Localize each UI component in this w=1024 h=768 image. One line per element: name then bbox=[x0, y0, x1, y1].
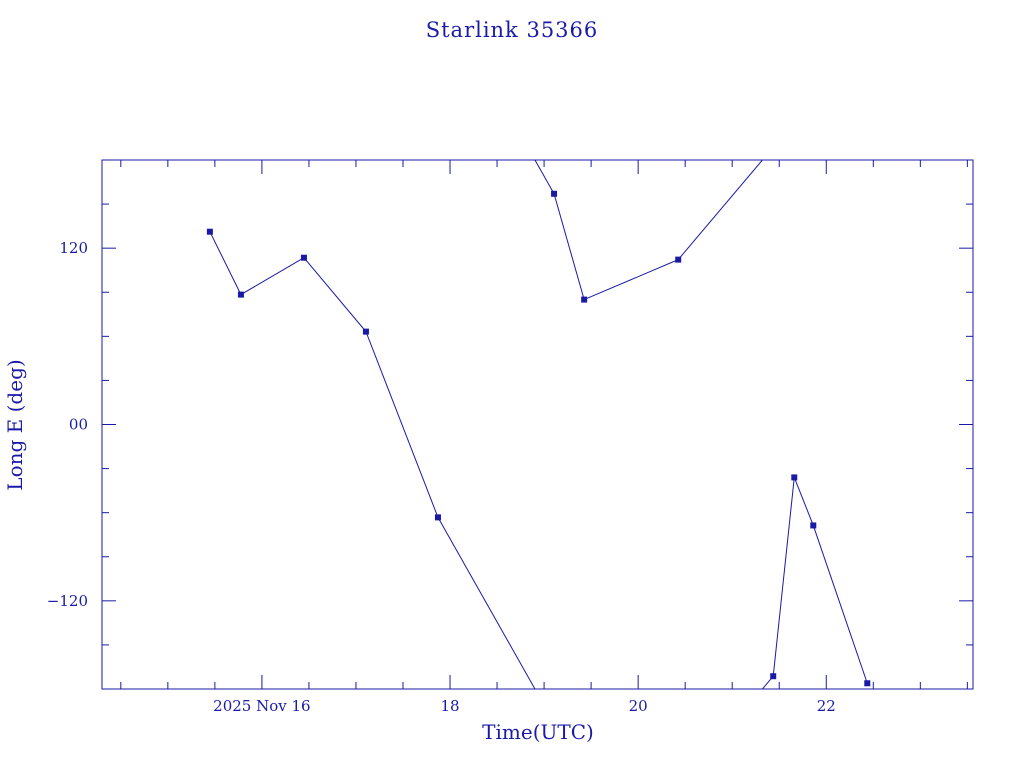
y-tick-label: 120 bbox=[59, 239, 88, 257]
data-point bbox=[864, 680, 871, 687]
series-segment bbox=[761, 675, 774, 689]
data-point bbox=[810, 522, 817, 529]
x-tick-label: 2025 Nov 16 bbox=[213, 697, 310, 715]
x-axis-label: Time(UTC) bbox=[482, 720, 594, 744]
series-segment bbox=[812, 525, 868, 684]
x-tick-label: 20 bbox=[629, 697, 648, 715]
chart-title: Starlink 35366 bbox=[426, 18, 599, 42]
data-point bbox=[237, 291, 244, 298]
data-point bbox=[551, 190, 558, 197]
x-tick-label: 18 bbox=[440, 697, 459, 715]
series-segment bbox=[240, 257, 305, 296]
series-segment bbox=[583, 259, 679, 301]
y-tick-label: 00 bbox=[69, 416, 88, 434]
series-segment bbox=[772, 477, 795, 677]
series-segment bbox=[365, 331, 439, 518]
data-point bbox=[300, 254, 307, 261]
series-segment bbox=[437, 517, 536, 689]
data-point bbox=[362, 328, 369, 335]
data-point bbox=[434, 514, 441, 521]
series-segment bbox=[303, 257, 367, 332]
y-tick-label: −120 bbox=[47, 592, 88, 610]
data-point bbox=[770, 673, 777, 680]
y-axis-label: Long E (deg) bbox=[3, 359, 27, 490]
series-segment bbox=[677, 160, 764, 260]
data-point bbox=[581, 296, 588, 303]
series-segment bbox=[209, 231, 242, 295]
data-point bbox=[675, 256, 682, 263]
data-point bbox=[206, 228, 213, 235]
series-segment bbox=[793, 477, 814, 526]
x-tick-label: 22 bbox=[817, 697, 836, 715]
series-segment bbox=[553, 193, 585, 300]
data-point bbox=[791, 474, 798, 481]
